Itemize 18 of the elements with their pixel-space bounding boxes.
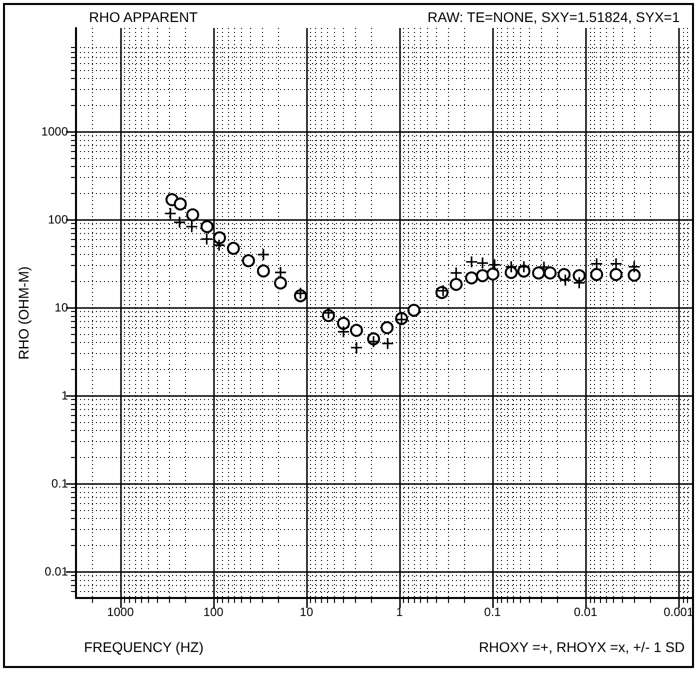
y-tick-label: 0.1: [51, 476, 68, 491]
y-tick-label: 1: [61, 388, 68, 403]
x-tick-label: 10: [300, 605, 314, 619]
y-tick-label: 0.01: [44, 564, 68, 579]
x-tick-label: 0.01: [574, 605, 598, 619]
y-tick-label: 10: [54, 300, 68, 315]
x-tick-label: 1000: [107, 605, 134, 619]
chart-title: RHO APPARENT: [89, 9, 198, 25]
x-tick-label: 0.001: [664, 605, 694, 619]
y-axis-title: RHO (OHM-M): [15, 266, 32, 360]
y-tick-label: 100: [48, 212, 68, 226]
chart-subtitle: RAW: TE=NONE, SXY=1.51824, SYX=1: [427, 9, 680, 25]
x-tick-label: 0.1: [484, 605, 502, 619]
x-tick-label: 1: [396, 605, 404, 619]
y-tick-label: 1000: [41, 124, 68, 138]
x-tick-label: 100: [203, 605, 224, 619]
text: RHOXY =+, RHOYX =x, +/- 1 SD: [478, 639, 685, 655]
x-axis-title: FREQUENCY (HZ): [84, 639, 204, 655]
